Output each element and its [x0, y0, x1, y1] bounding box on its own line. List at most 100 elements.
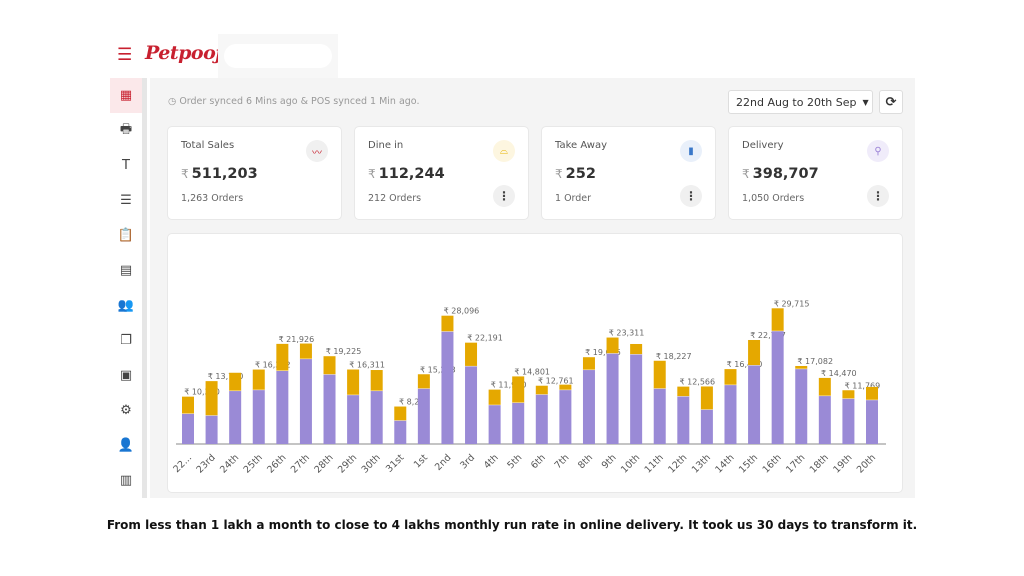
x-tick-label: 5th	[505, 452, 524, 471]
card-title: Total Sales	[181, 140, 235, 151]
bar-segment-primary	[205, 415, 218, 444]
top-search-placeholder[interactable]	[218, 34, 338, 78]
sales-chart-card: ₹ 10,370 22... ₹ 13,770 23rd 24th ₹ 16,302 25t…	[167, 233, 903, 493]
petpooja-logo: Petpooja	[145, 42, 234, 64]
bar-segment-primary	[795, 368, 808, 444]
card-orders: 1 Order	[555, 193, 592, 204]
x-tick-label: 26th	[265, 452, 288, 475]
x-tick-label: 15th	[737, 452, 760, 475]
bar-segment-primary	[748, 364, 761, 444]
card-orders: 212 Orders	[368, 193, 422, 204]
card-value: ₹112,244	[368, 166, 445, 182]
bar-total-label: ₹ 18,227	[656, 352, 692, 361]
bar-segment-secondary	[347, 369, 360, 395]
bar-segment-secondary	[677, 386, 690, 397]
bar-segment-primary	[818, 395, 831, 444]
bar-segment-secondary	[323, 356, 336, 375]
inventory-icon[interactable]: ▤	[119, 263, 133, 278]
menu-list-icon[interactable]: ☰	[120, 193, 132, 208]
card-title: Dine in	[368, 140, 404, 151]
sidebar: ▦ 🖶 T ☰ 📋 ▤ 👥 ❐ ▣ ⚙ 👤 ▥	[110, 78, 147, 498]
bar-segment-primary	[630, 354, 643, 444]
clipboard-icon[interactable]: 📋	[117, 228, 135, 243]
bar-segment-primary	[559, 389, 572, 444]
card-take-away: Take Away ▮ ₹252 1 Order ⋮	[541, 126, 716, 220]
sales-bar-chart: ₹ 10,370 22... ₹ 13,770 23rd 24th ₹ 16,302 25t…	[171, 299, 886, 476]
bar-segment-secondary	[795, 365, 808, 369]
x-tick-label: 2nd	[433, 452, 454, 473]
card-orders: 1,263 Orders	[181, 193, 244, 204]
bar-segment-primary	[842, 398, 855, 444]
hamburger-menu-icon[interactable]: ☰	[117, 45, 133, 65]
scooter-icon: ⚲	[867, 140, 889, 162]
card-value: ₹511,203	[181, 166, 258, 182]
caption: From less than 1 lakh a month to close t…	[106, 518, 918, 532]
billing-icon[interactable]: 🖶	[119, 121, 133, 137]
bar-segment-secondary	[512, 376, 525, 403]
bar-total-label: ₹ 16,311	[349, 361, 385, 370]
bar-segment-secondary	[606, 337, 619, 354]
caret-down-icon: ▼	[862, 97, 869, 107]
bar-total-label: ₹ 14,470	[821, 369, 857, 378]
bar-segment-primary	[465, 365, 478, 444]
reports-icon[interactable]: ❐	[120, 333, 132, 348]
customers-icon[interactable]: 👥	[117, 298, 135, 313]
bar-segment-primary	[229, 390, 242, 444]
bar-segment-primary	[347, 394, 360, 444]
table-icon[interactable]: T	[122, 158, 130, 173]
bar-total-label: ₹ 12,761	[538, 377, 574, 386]
bar-segment-secondary	[866, 386, 878, 400]
bar-segment-secondary	[205, 381, 218, 416]
sync-status: ◷ Order synced 6 Mins ago & POS synced 1…	[168, 96, 420, 107]
x-tick-label: 17th	[784, 452, 807, 475]
more-options-button[interactable]: ⋮	[867, 185, 889, 207]
store-icon[interactable]: ▥	[119, 473, 133, 488]
bar-segment-primary	[488, 404, 501, 444]
bar-segment-secondary	[394, 406, 407, 421]
x-tick-label: 1st	[412, 452, 430, 470]
card-orders: 1,050 Orders	[742, 193, 805, 204]
bar-segment-secondary	[535, 385, 548, 395]
more-options-button[interactable]: ⋮	[680, 185, 702, 207]
bar-segment-primary	[677, 396, 690, 444]
more-options-button[interactable]: ⋮	[493, 185, 515, 207]
bar-total-label: ₹ 13,770	[208, 372, 244, 381]
bar-segment-secondary	[229, 372, 242, 391]
x-tick-label: 22...	[171, 452, 194, 475]
bar-segment-secondary	[276, 343, 289, 371]
bar-segment-primary	[182, 413, 194, 444]
bar-segment-secondary	[582, 357, 595, 370]
bar-total-label: ₹ 8,205	[399, 398, 430, 407]
bar-segment-primary	[512, 402, 525, 444]
bar-total-label: ₹ 16,302	[255, 361, 291, 370]
bar-segment-primary	[276, 370, 289, 444]
receipt-icon[interactable]: ▣	[119, 368, 133, 383]
bar-segment-secondary	[653, 360, 666, 389]
bar-segment-primary	[299, 358, 312, 444]
user-settings-icon[interactable]: 👤	[117, 438, 135, 453]
settings-icon[interactable]: ⚙	[120, 403, 132, 418]
bar-segment-secondary	[370, 370, 383, 391]
bar-total-label: ₹ 19,225	[326, 347, 362, 356]
date-range-select[interactable]: 22nd Aug to 20th Sep ▼	[728, 90, 873, 114]
bar-segment-secondary	[724, 369, 737, 385]
card-value: ₹252	[555, 166, 596, 182]
bar-total-label: ₹ 21,926	[279, 335, 315, 344]
x-tick-label: 13th	[690, 452, 713, 475]
x-tick-label: 18th	[808, 452, 831, 475]
bar-segment-secondary	[559, 384, 572, 390]
card-total-sales: Total Sales 〰 ₹511,203 1,263 Orders	[167, 126, 342, 220]
bar-segment-secondary	[488, 389, 501, 405]
x-tick-label: 31st	[384, 452, 407, 475]
clock-icon: ◷	[168, 96, 180, 107]
bar-segment-secondary	[700, 386, 713, 410]
dashboard-icon[interactable]: ▦	[110, 78, 142, 113]
bar-segment-secondary	[441, 315, 454, 332]
card-delivery: Delivery ⚲ ₹398,707 1,050 Orders ⋮	[728, 126, 903, 220]
x-tick-label: 20th	[855, 452, 878, 475]
bar-total-label: ₹ 23,311	[609, 329, 645, 338]
x-tick-label: 11th	[643, 452, 666, 475]
x-tick-label: 4th	[482, 452, 501, 471]
bar-segment-primary	[441, 331, 454, 444]
refresh-button[interactable]: ⟳	[879, 90, 903, 114]
